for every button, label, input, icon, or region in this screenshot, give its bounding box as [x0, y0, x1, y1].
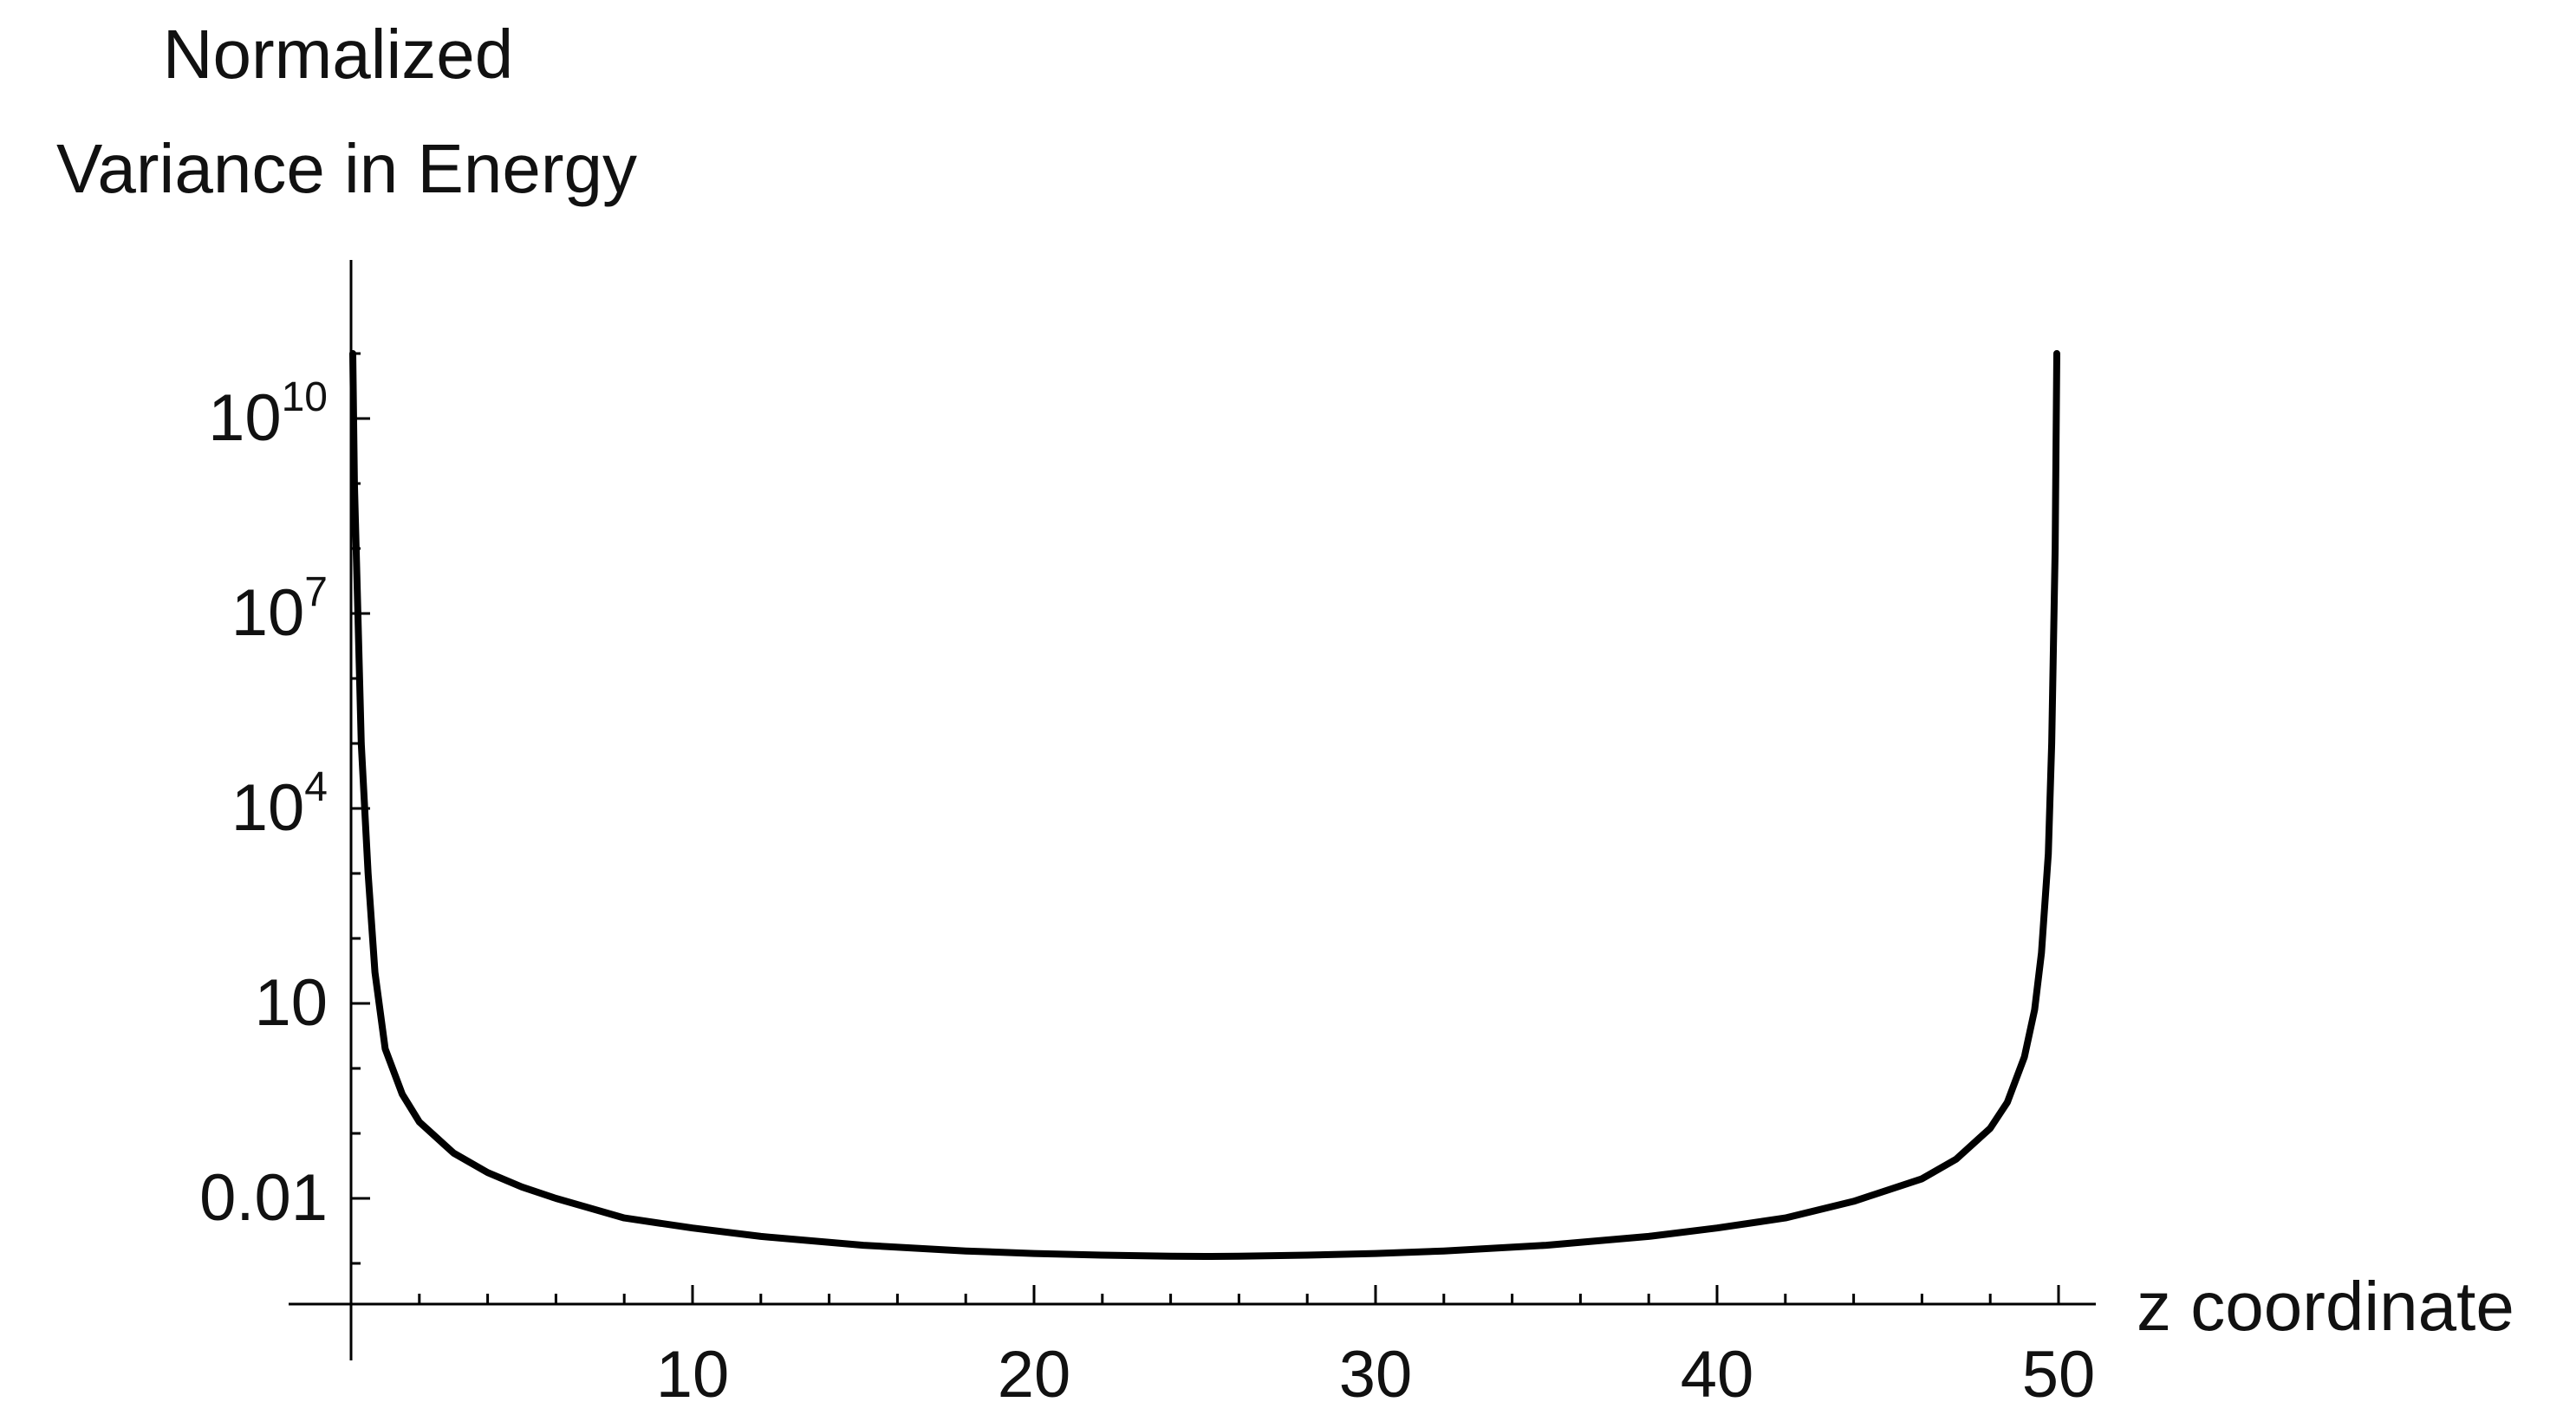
y-tick-label: 104 — [231, 764, 328, 845]
series-line — [349, 350, 2060, 1260]
x-axis-title: z coordinate — [2137, 1268, 2514, 1345]
x-tick-label: 10 — [656, 1338, 730, 1412]
x-tick-label: 30 — [1339, 1338, 1413, 1412]
y-axis-title-line-2: Variance in Energy — [56, 130, 637, 207]
y-axis-title: Normalized Variance in Energy — [56, 16, 637, 207]
y-tick-label: 10 — [254, 966, 328, 1040]
y-tick-label: 1010 — [208, 374, 328, 455]
y-axis-title-line-1: Normalized — [163, 16, 514, 93]
axes — [289, 260, 2096, 1360]
x-tick-label: 40 — [1681, 1338, 1754, 1412]
x-tick-label: 50 — [2022, 1338, 2096, 1412]
ticks — [351, 352, 2060, 1304]
x-tick-label: 20 — [998, 1338, 1071, 1412]
y-tick-label: 107 — [231, 569, 328, 650]
y-tick-label: 0.01 — [199, 1161, 328, 1235]
tick-labels: 10 20 30 40 50 0.01 10 104 107 1010 — [199, 374, 2095, 1412]
series — [349, 350, 2060, 1260]
